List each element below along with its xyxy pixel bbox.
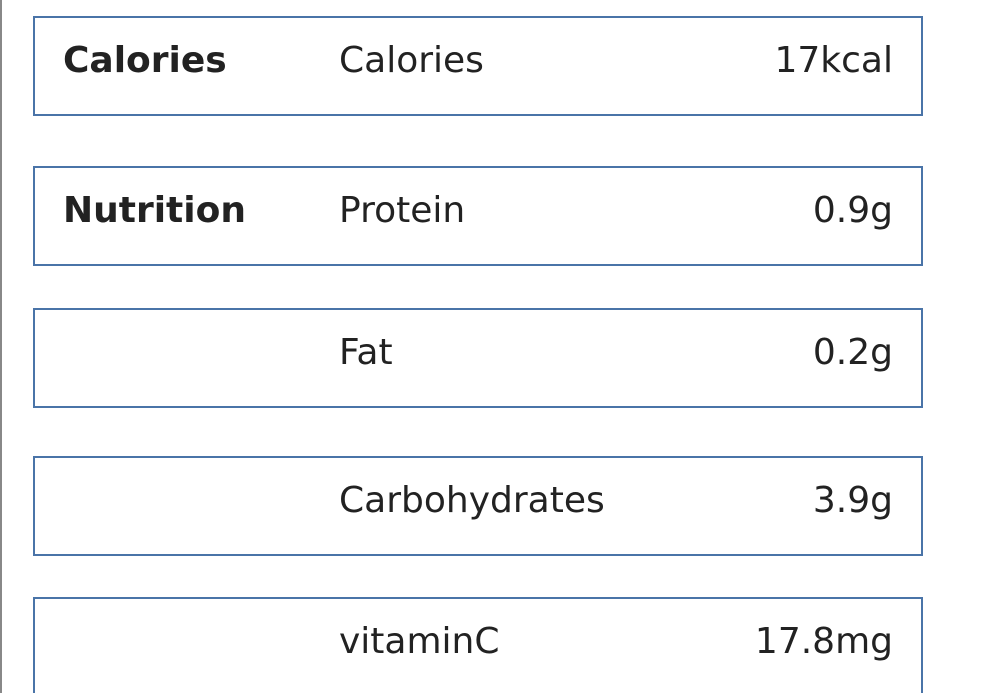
row-group: Nutrition [63, 190, 246, 231]
row-name: Protein [339, 190, 466, 231]
row-name: Calories [339, 40, 484, 81]
row-name: Fat [339, 332, 393, 373]
nutrition-row: Carbohydrates 3.9g [33, 456, 923, 556]
nutrition-row: Nutrition Protein 0.9g [33, 166, 923, 266]
nutrition-row: Fat 0.2g [33, 308, 923, 408]
row-name: vitaminC [339, 621, 500, 662]
nutrition-row: Calories Calories 17kcal [33, 16, 923, 116]
row-value: 17.8mg [754, 621, 893, 662]
row-value: 3.9g [812, 480, 893, 521]
row-group: Calories [63, 40, 227, 81]
row-value: 17kcal [774, 40, 893, 81]
nutrition-row: vitaminC 17.8mg [33, 597, 923, 693]
row-name: Carbohydrates [339, 480, 605, 521]
row-value: 0.2g [812, 332, 893, 373]
row-value: 0.9g [812, 190, 893, 231]
